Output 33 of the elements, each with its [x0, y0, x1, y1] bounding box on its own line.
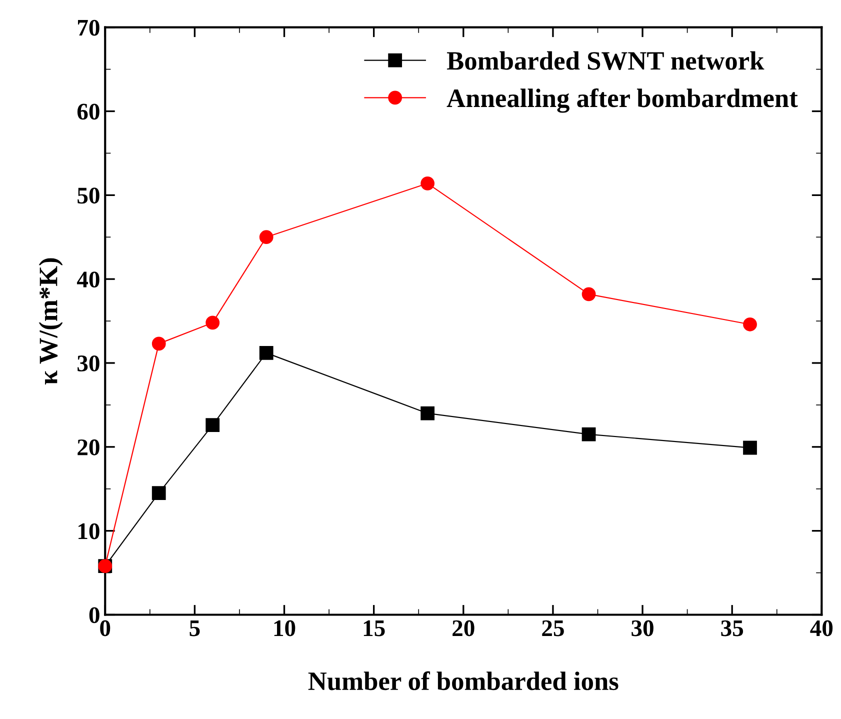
point — [206, 316, 220, 330]
legend-label: Bombarded SWNT network — [446, 51, 764, 70]
y-axis-title: κ W/(m*K) — [38, 258, 63, 384]
x-tick-label: 15 — [364, 620, 385, 636]
x-tick-label: 35 — [721, 620, 744, 636]
y-tick-label: 0 — [89, 607, 100, 624]
y-tick-label: 30 — [78, 355, 100, 372]
point — [582, 287, 596, 302]
legend-label: Annealling after bombardment — [446, 88, 798, 113]
y-tick-label: 10 — [78, 523, 100, 540]
point — [152, 336, 166, 351]
point — [743, 317, 757, 332]
point — [743, 440, 757, 455]
x-tick-label: 20 — [452, 620, 474, 636]
x-axis-title: Number of bombarded ions — [308, 671, 618, 690]
y-tick-label: 70 — [78, 20, 100, 36]
x-tick-label: 25 — [542, 620, 564, 636]
point — [152, 486, 166, 500]
x-tick-label: 5 — [190, 620, 200, 636]
y-tick-label: 40 — [76, 272, 100, 288]
x-tick-label: 10 — [274, 620, 296, 636]
point — [420, 406, 435, 420]
y-tick-label: 50 — [78, 188, 100, 204]
point — [259, 346, 274, 360]
point — [420, 176, 435, 190]
x-tick-label: 0 — [100, 620, 110, 636]
x-tick-label: 30 — [632, 620, 654, 636]
x-tick-label: 40 — [810, 620, 833, 636]
y-tick-label: 60 — [77, 104, 100, 120]
point — [259, 230, 274, 244]
point — [206, 418, 220, 432]
y-tick-label: 20 — [78, 439, 100, 456]
point — [582, 427, 596, 442]
